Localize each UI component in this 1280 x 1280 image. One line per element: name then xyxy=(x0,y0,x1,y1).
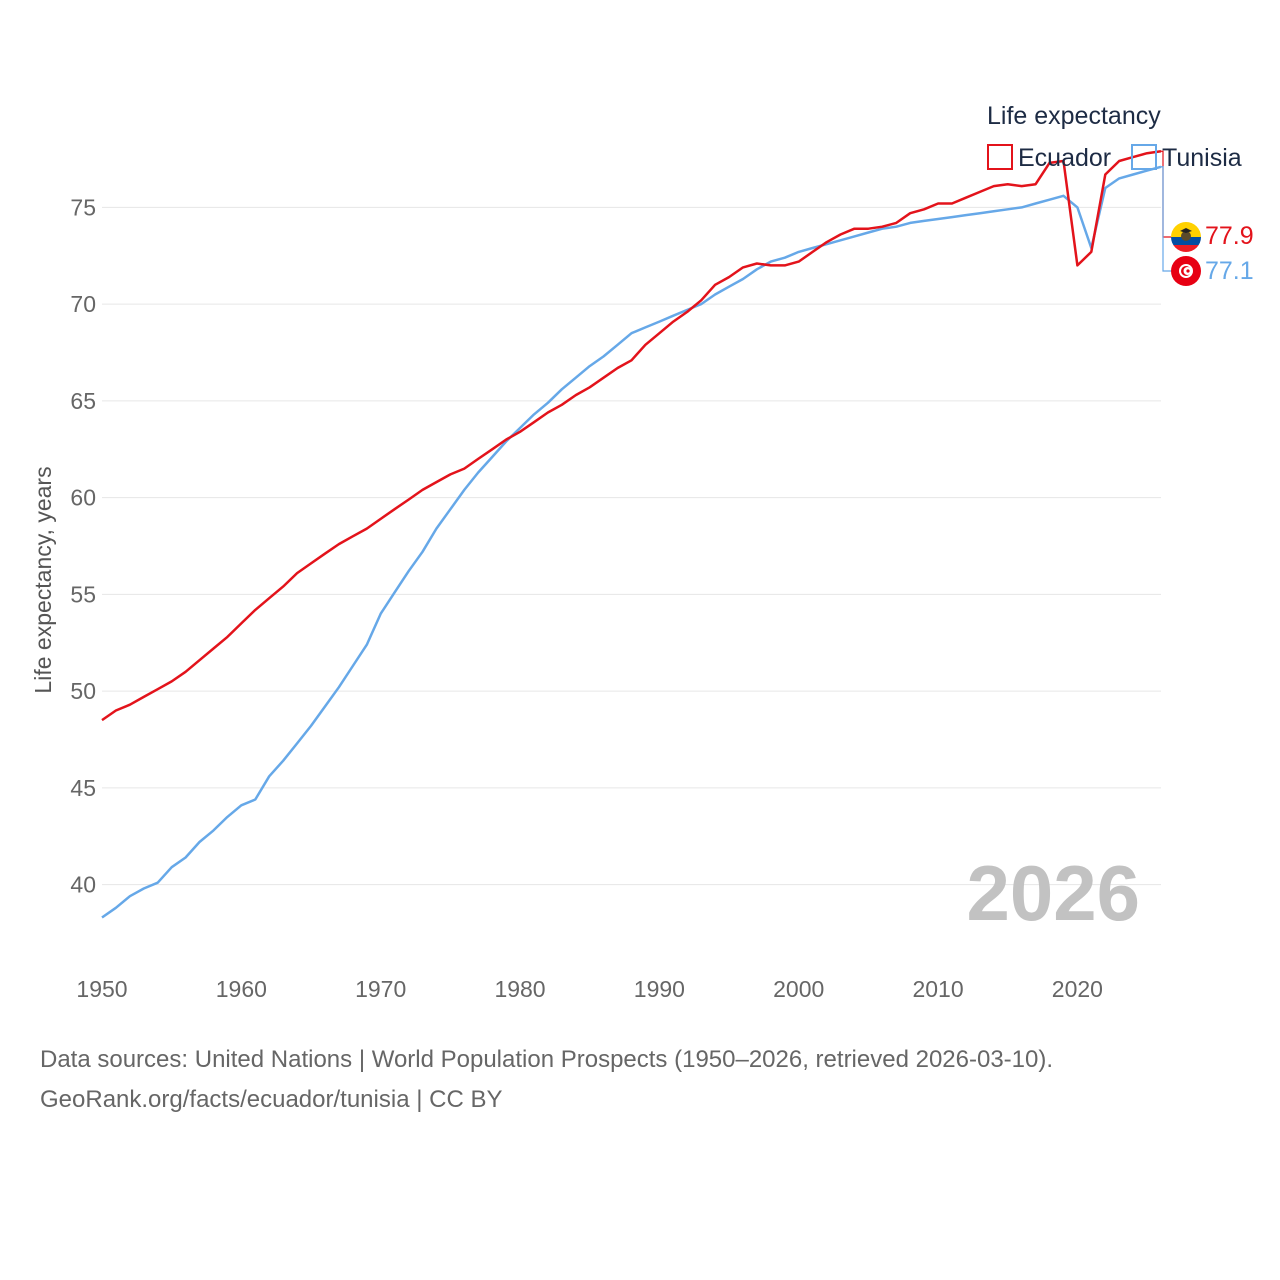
x-axis-ticks: 1950 1960 1970 1980 1990 2000 2010 2020 xyxy=(76,976,1103,1002)
data-source-note: Data sources: United Nations | World Pop… xyxy=(40,1046,1054,1073)
y-tick-label: 60 xyxy=(70,485,96,511)
x-tick-label: 1950 xyxy=(76,976,127,1002)
legend: Life expectancy Ecuador Tunisia xyxy=(987,102,1242,172)
y-tick-label: 40 xyxy=(70,872,96,898)
y-tick-label: 50 xyxy=(70,678,96,704)
tunisia-flag-icon xyxy=(1171,256,1201,286)
footer: Data sources: United Nations | World Pop… xyxy=(40,1040,1053,1120)
year-watermark: 2026 xyxy=(966,849,1140,937)
tunisia-connector xyxy=(1161,166,1171,272)
ecuador-flag-icon xyxy=(1171,222,1201,252)
x-tick-label: 2010 xyxy=(912,976,963,1002)
attribution-link[interactable]: GeoRank.org/facts/ecuador/tunisia | CC B… xyxy=(40,1086,503,1113)
y-tick-label: 45 xyxy=(70,775,96,801)
legend-label-ecuador: Ecuador xyxy=(1018,144,1111,172)
series-line-tunisia xyxy=(101,165,1162,919)
series-line-ecuador xyxy=(101,150,1162,722)
x-tick-label: 2020 xyxy=(1052,976,1103,1002)
x-tick-label: 1990 xyxy=(634,976,685,1002)
legend-swatch-tunisia xyxy=(1131,144,1157,170)
y-tick-label: 75 xyxy=(70,194,96,220)
legend-item-ecuador[interactable]: Ecuador xyxy=(987,144,1111,172)
y-tick-label: 70 xyxy=(70,291,96,317)
x-tick-label: 1960 xyxy=(216,976,267,1002)
x-tick-label: 1980 xyxy=(494,976,545,1002)
legend-swatch-ecuador xyxy=(987,144,1013,170)
x-tick-label: 2000 xyxy=(773,976,824,1002)
gridlines xyxy=(102,206,1161,886)
legend-item-tunisia[interactable]: Tunisia xyxy=(1131,144,1242,172)
legend-label-tunisia: Tunisia xyxy=(1162,144,1242,172)
tunisia-end-value: 77.1 xyxy=(1205,257,1254,285)
end-markers xyxy=(1171,222,1201,286)
x-tick-label: 1970 xyxy=(355,976,406,1002)
ecuador-end-value: 77.9 xyxy=(1205,222,1254,250)
legend-title: Life expectancy xyxy=(987,102,1161,130)
y-tick-label: 65 xyxy=(70,388,96,414)
y-axis-ticks: 40 45 50 55 60 65 70 75 xyxy=(70,194,96,897)
y-tick-label: 55 xyxy=(70,581,96,607)
series-lines xyxy=(101,150,1171,919)
y-axis-label: Life expectancy, years xyxy=(30,466,56,693)
